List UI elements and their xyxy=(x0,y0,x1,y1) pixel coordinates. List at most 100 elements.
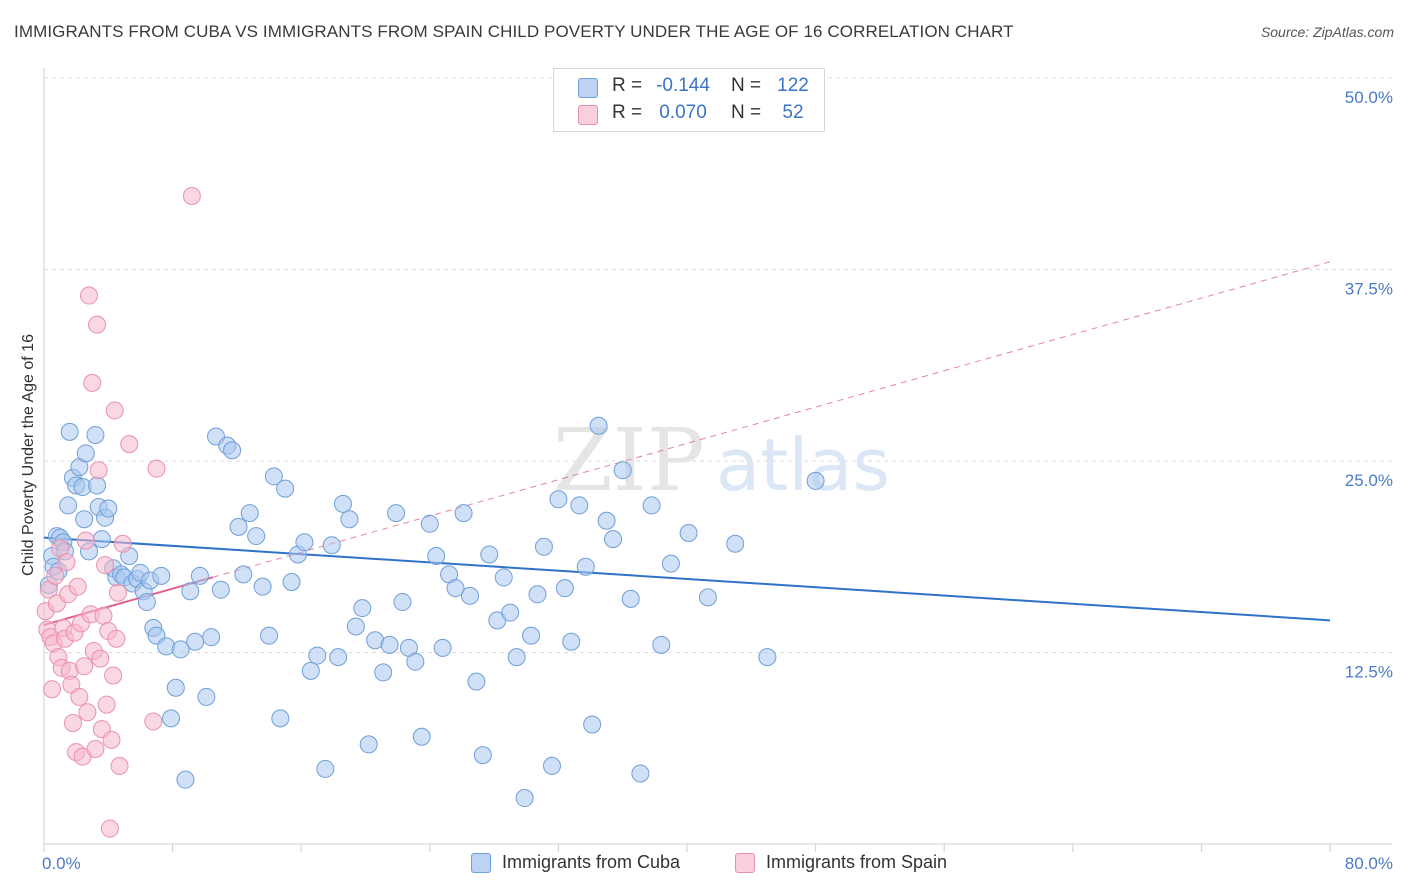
r-label: R = xyxy=(612,102,643,123)
r-label: R = xyxy=(612,75,643,96)
cuba-point xyxy=(621,589,640,608)
r-value: -0.144 xyxy=(656,75,710,96)
cuba-point xyxy=(190,566,209,585)
spain-point xyxy=(57,553,76,572)
spain-point xyxy=(144,712,163,731)
spain-point xyxy=(46,566,65,585)
cuba-point xyxy=(359,735,378,754)
cuba-point xyxy=(589,416,608,435)
spain-point xyxy=(76,531,95,550)
spain-legend-label: Immigrants from Spain xyxy=(766,852,948,872)
cuba-swatch xyxy=(578,78,598,98)
spain-swatch xyxy=(578,105,598,125)
spain-point xyxy=(96,556,115,575)
cuba-point xyxy=(346,617,365,636)
cuba-point xyxy=(211,580,230,599)
spain-point xyxy=(88,315,107,334)
cuba-point xyxy=(473,746,492,765)
cuba-point xyxy=(507,648,526,667)
cuba-point xyxy=(542,756,561,775)
y-tick-label: 12.5% xyxy=(1345,663,1393,682)
cuba-point xyxy=(171,640,190,659)
cuba-point xyxy=(380,635,399,654)
y-axis-title: Child Poverty Under the Age of 16 xyxy=(20,334,37,576)
spain-point xyxy=(80,286,99,305)
cuba-point xyxy=(583,715,602,734)
cuba-point xyxy=(333,494,352,513)
cuba-point xyxy=(698,588,717,607)
spain-legend-swatch xyxy=(735,853,755,873)
cuba-point xyxy=(316,759,335,778)
cuba-point xyxy=(661,554,680,573)
y-tick-label: 50.0% xyxy=(1345,88,1393,107)
cuba-point xyxy=(570,496,589,515)
cuba-point xyxy=(260,626,279,645)
cuba-point xyxy=(387,504,406,523)
cuba-point xyxy=(223,441,242,460)
spain-point xyxy=(102,730,121,749)
cuba-point xyxy=(88,476,107,495)
n-label: N = xyxy=(731,75,762,96)
stats-legend: R = -0.144 N = 122 R = 0.070 N = 52 xyxy=(553,68,825,132)
cuba-point xyxy=(75,510,94,529)
data-points xyxy=(36,186,825,838)
cuba-legend-swatch xyxy=(471,853,491,873)
spain-point xyxy=(43,680,62,699)
spain-point xyxy=(86,740,105,759)
spain-point xyxy=(83,373,102,392)
cuba-point xyxy=(264,467,283,486)
cuba-point xyxy=(197,687,216,706)
cuba-point xyxy=(92,530,111,549)
cuba-point xyxy=(76,444,95,463)
cuba-legend-label: Immigrants from Cuba xyxy=(502,852,681,872)
cuba-point xyxy=(454,504,473,523)
source-label: Source: ZipAtlas.com xyxy=(1260,24,1394,40)
cuba-point xyxy=(679,524,698,543)
cuba-point xyxy=(329,648,348,667)
cuba-point xyxy=(253,577,272,596)
cuba-point xyxy=(460,586,479,605)
spain-point xyxy=(68,577,87,596)
spain-point xyxy=(78,703,97,722)
cuba-point xyxy=(549,490,568,509)
spain-point xyxy=(108,583,127,602)
cuba-point xyxy=(501,603,520,622)
cuba-point xyxy=(726,534,745,553)
cuba-point xyxy=(295,533,314,552)
cuba-point xyxy=(515,789,534,808)
cuba-point xyxy=(99,499,118,518)
x-tick-label: 80.0% xyxy=(1345,854,1393,873)
r-value: 0.070 xyxy=(659,102,707,123)
watermark-zip: ZIP xyxy=(553,411,705,511)
cuba-point xyxy=(393,592,412,611)
cuba-point xyxy=(240,504,259,523)
cuba-point xyxy=(247,527,266,546)
cuba-point xyxy=(758,648,777,667)
spain-point xyxy=(100,819,119,838)
cuba-point xyxy=(176,770,195,789)
spain-point xyxy=(120,435,139,454)
chart-title: IMMIGRANTS FROM CUBA VS IMMIGRANTS FROM … xyxy=(14,22,1014,41)
spain-point xyxy=(63,713,82,732)
cuba-point xyxy=(161,709,180,728)
cuba-point xyxy=(494,568,513,587)
cuba-point xyxy=(276,479,295,498)
cuba-point xyxy=(555,579,574,598)
cuba-point xyxy=(446,579,465,598)
cuba-point xyxy=(234,565,253,584)
cuba-point xyxy=(528,585,547,604)
spain-point xyxy=(105,401,124,420)
cuba-point xyxy=(642,496,661,515)
spain-point xyxy=(70,687,89,706)
spain-trend-extension xyxy=(212,261,1331,578)
cuba-point xyxy=(137,592,156,611)
cuba-point xyxy=(271,709,290,728)
y-tick-label: 25.0% xyxy=(1345,471,1393,490)
cuba-point xyxy=(59,496,78,515)
spain-point xyxy=(89,461,108,480)
cuba-point xyxy=(60,422,79,441)
cuba-point xyxy=(522,626,541,645)
spain-point xyxy=(182,186,201,205)
cuba-point xyxy=(576,557,595,576)
cuba-point xyxy=(202,628,221,647)
